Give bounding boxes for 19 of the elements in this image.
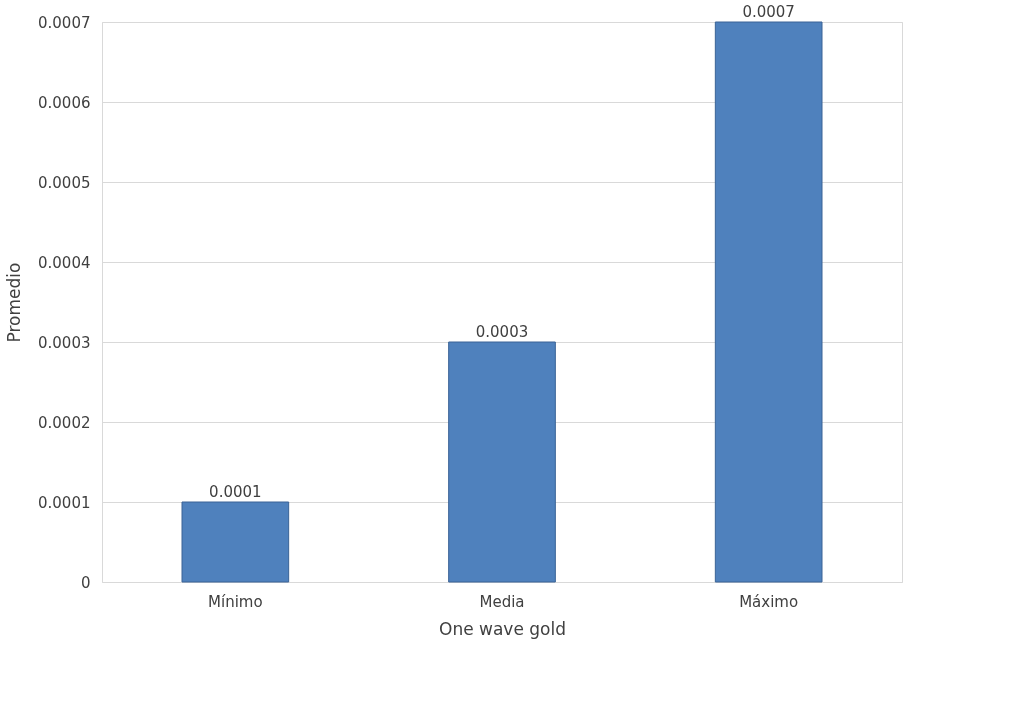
x-tick-label: Media [479,592,525,611]
x-axis-title: One wave gold [439,618,566,639]
y-tick-label: 0.0003 [38,333,91,352]
y-tick-label: 0.0002 [38,413,91,432]
data-label: 0.0007 [742,3,795,21]
bar [181,501,290,583]
y-tick-label: 0.0005 [38,173,91,192]
y-tick-label: 0.0006 [38,93,91,112]
data-label: 0.0003 [475,323,529,341]
y-tick-label: 0.0007 [38,13,91,32]
y-axis-title: Promedio [4,262,25,343]
bar [714,21,823,583]
x-tick-label: Mínimo [208,592,263,611]
data-label: 0.0001 [209,483,262,501]
x-tick-label: Máximo [739,592,799,611]
y-tick-label: 0.0001 [38,493,91,512]
bar [448,341,556,583]
y-tick-label: 0.0004 [38,253,91,272]
y-tick-label: 0 [80,573,91,592]
